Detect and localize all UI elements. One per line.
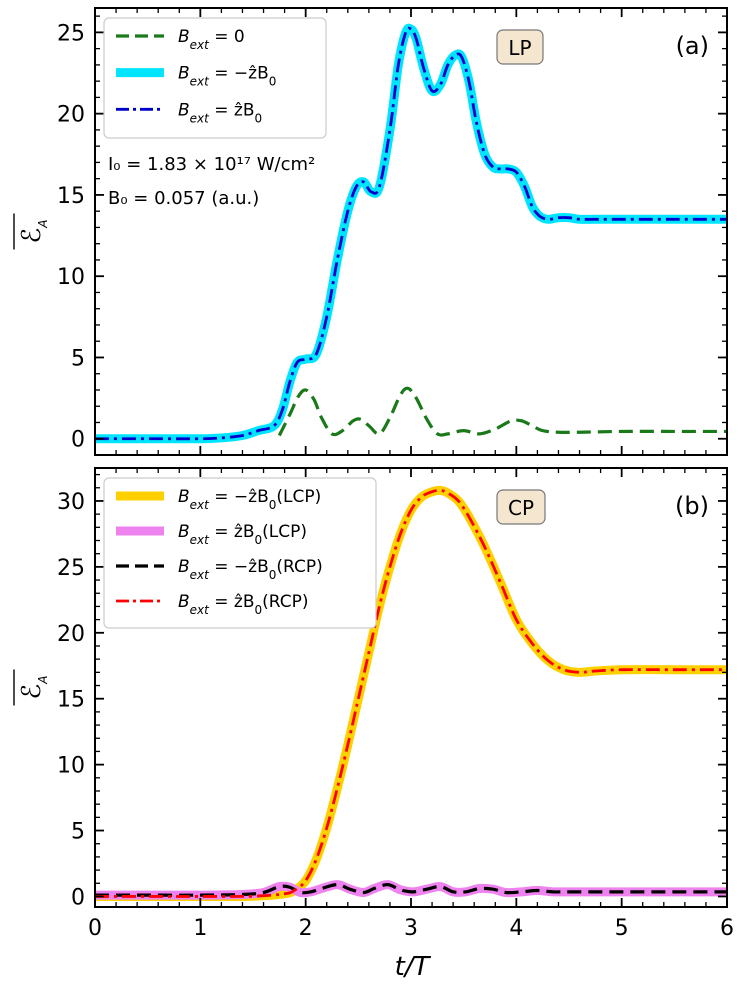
y-tick-label: 25 — [57, 556, 85, 581]
y-tick-label: 15 — [57, 688, 85, 713]
badge-box — [496, 29, 544, 65]
y-tick-label: 20 — [57, 103, 85, 128]
y-tick-label: 10 — [57, 754, 85, 779]
legend-entry: Bext = ẑB0(LCP) — [178, 522, 307, 547]
legend-entry: Bext = −ẑB0 — [178, 64, 276, 89]
series-line — [277, 386, 727, 437]
y-tick-label: 0 — [71, 885, 85, 910]
x-tick-label: 0 — [88, 916, 102, 941]
panel-b: 0 1 2 3 4 5 6 0 5 10 15 20 25 30 ℰA Bext = −ẑB0(LCP) Bex… — [13, 467, 734, 941]
badge-label: CP — [508, 496, 534, 520]
series-line — [95, 882, 727, 897]
y-tick-label: 0 — [71, 428, 85, 453]
badge-label: LP — [508, 36, 531, 60]
series-group — [95, 23, 727, 444]
annotation-text: B₀ = 0.057 (a.u.) — [108, 188, 259, 209]
x-tick-label: 6 — [720, 916, 734, 941]
legend-entry: Bext = ẑB0(RCP) — [178, 592, 309, 617]
panel-a: 0 5 10 15 20 25 ℰA Bext = 0 Bext = −ẑB0 Bext = ẑB… — [13, 7, 728, 456]
x-tick-label: 4 — [509, 916, 523, 941]
legend-box — [103, 477, 377, 629]
series-line — [95, 485, 727, 901]
panel-letter: (a) — [676, 32, 709, 60]
x-tick-label: 3 — [404, 916, 418, 941]
series-group — [95, 485, 727, 901]
series-line — [95, 26, 727, 441]
annotation-text: I₀ = 1.83 × 10¹⁷ W/cm² — [108, 154, 315, 175]
x-axis-label: t/T — [395, 952, 432, 982]
y-axis-label: ℰA — [17, 676, 50, 700]
y-axis-label: ℰA — [17, 220, 50, 244]
y-tick-label: 30 — [57, 490, 85, 515]
y-tick-label: 10 — [57, 265, 85, 290]
panel-letter: (b) — [675, 492, 709, 520]
legend-entry: Bext = ẑB0 — [178, 100, 262, 125]
x-tick-label: 5 — [615, 916, 629, 941]
y-tick-label: 20 — [57, 622, 85, 647]
x-tick-label: 1 — [193, 916, 207, 941]
y-tick-label: 5 — [71, 820, 85, 845]
y-tick-label: 25 — [57, 21, 85, 46]
y-tick-label: 5 — [71, 346, 85, 371]
badge-box — [496, 489, 546, 525]
legend-entry: Bext = 0 — [178, 27, 245, 52]
x-tick-label: 2 — [299, 916, 313, 941]
legend-entry: Bext = −ẑB0(RCP) — [178, 557, 323, 582]
y-tick-label: 15 — [57, 184, 85, 209]
legend-entry: Bext = −ẑB0(LCP) — [178, 487, 321, 512]
